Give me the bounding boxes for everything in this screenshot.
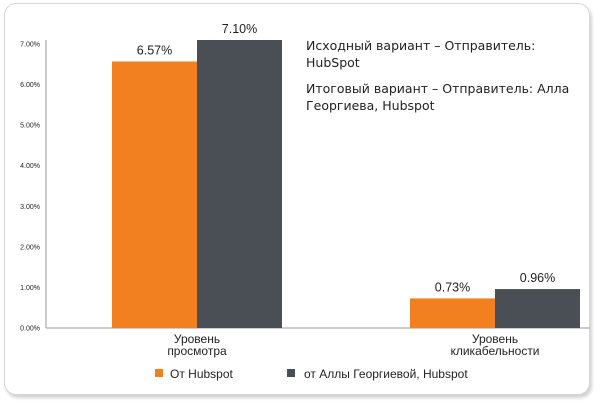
x-category-label: Уровень [472, 332, 518, 346]
y-tick-label: 4.00% [20, 163, 40, 170]
y-tick-label: 3.00% [20, 204, 40, 211]
bar-series-1 [410, 298, 495, 328]
x-category-label: Уровень [174, 332, 220, 346]
chart-frame [4, 3, 590, 395]
annotation-original-variant: Исходный вариант – Отправитель: HubSpot [306, 38, 536, 70]
data-label: 0.73% [435, 280, 470, 294]
annotation-final-variant: Итоговый вариант – Отправитель: Алла Гео… [306, 81, 570, 113]
legend-label-series-2: от Аллы Георгиевой, Hubspot [304, 367, 468, 381]
data-label: 7.10% [222, 22, 257, 36]
y-tick-label: 0.00% [20, 326, 40, 333]
legend-swatch-series-1 [155, 369, 163, 377]
bar-series-2 [197, 40, 282, 328]
data-label: 0.96% [520, 271, 555, 285]
y-tick-label: 7.00% [20, 42, 40, 49]
y-tick-label: 1.00% [20, 285, 40, 292]
bar-series-2 [495, 289, 580, 328]
data-label: 6.57% [137, 43, 172, 57]
y-tick-label: 5.00% [20, 123, 40, 130]
y-tick-label: 2.00% [20, 244, 40, 251]
bar-series-1 [112, 61, 197, 328]
y-tick-label: 6.00% [20, 82, 40, 89]
legend-label-series-1: От Hubspot [170, 367, 234, 381]
x-category-label: кликабельности [450, 344, 539, 358]
x-category-label: просмотра [167, 344, 227, 358]
legend-swatch-series-2 [287, 369, 295, 377]
